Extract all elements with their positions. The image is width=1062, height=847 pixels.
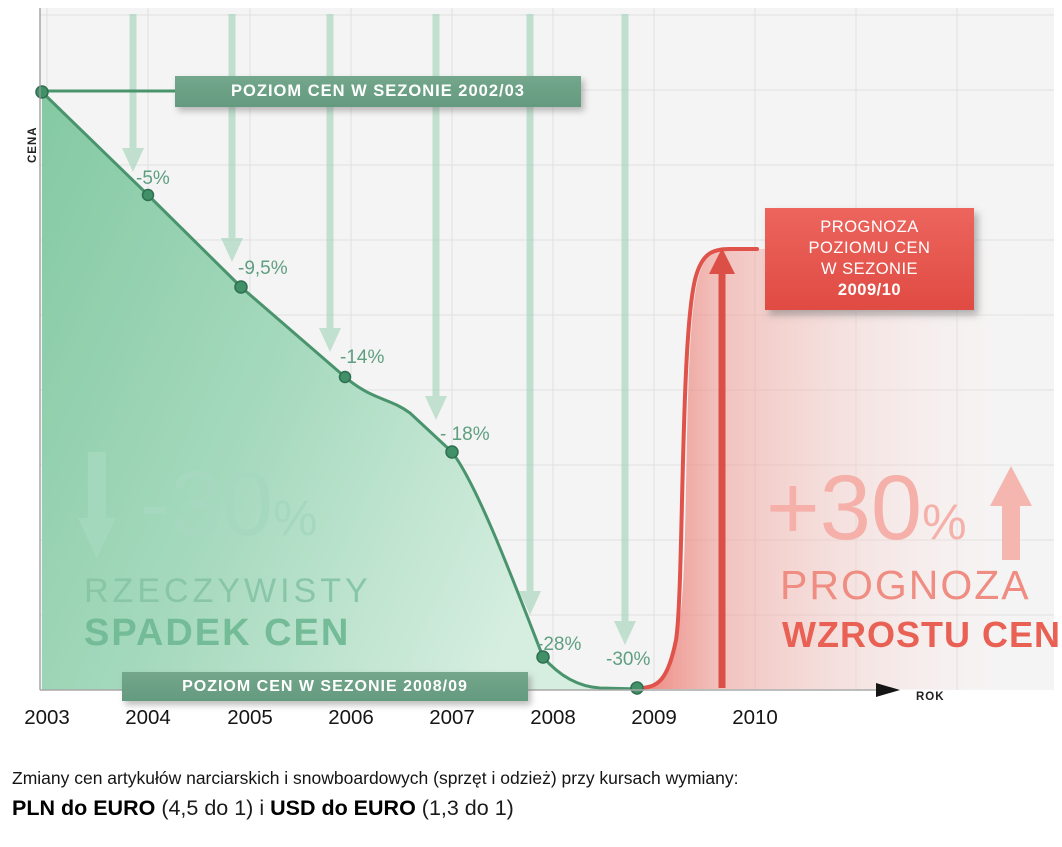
data-point-2005	[234, 280, 248, 294]
price-decline-line	[40, 90, 641, 691]
year-label-2006: 2006	[328, 706, 374, 729]
rise-percent-sign: %	[922, 494, 967, 550]
drop-arrow-2004-icon	[122, 14, 144, 172]
forecast-area	[641, 249, 1045, 689]
footer-usd-euro: USD do EURO	[270, 796, 416, 820]
drop-arrow-2005-icon	[221, 14, 243, 262]
data-point-2007	[445, 445, 459, 459]
big-down-arrow-icon	[78, 452, 116, 558]
year-label-2008: 2008	[530, 706, 576, 729]
footer-caption-line2: PLN do EURO (4,5 do 1) i USD do EURO (1,…	[12, 796, 514, 821]
data-point-2009	[630, 681, 644, 695]
y-axis-title: CENA	[27, 126, 39, 163]
big-up-arrow-icon	[990, 466, 1032, 560]
x-axis-arrow-icon	[876, 683, 900, 697]
forecast-banner-line3: W SEZONIE	[820, 260, 919, 278]
drop-arrow-2007-icon	[425, 14, 447, 420]
year-label-2003: 2003	[24, 706, 70, 729]
forecast-banner-line4: 2009/10	[837, 281, 902, 299]
data-point-2006	[338, 370, 352, 384]
footer-pln-rate: (4,5 do 1) i	[155, 796, 271, 820]
forecast-banner-line1: PROGNOZA	[820, 218, 919, 236]
drop-arrow-2009-icon	[614, 14, 636, 645]
rise-value: +30	[766, 457, 923, 559]
year-label-2010: 2010	[732, 706, 778, 729]
data-point-2008	[536, 650, 550, 664]
drop-arrow-2006-icon	[319, 14, 341, 352]
rise-big-value: +30%	[766, 462, 967, 554]
footer-usd-rate: (1,3 do 1)	[415, 796, 514, 820]
decline-big-value: -30%	[140, 458, 317, 550]
data-points	[35, 85, 644, 695]
year-label-2005: 2005	[227, 706, 273, 729]
price-decline-area	[42, 92, 640, 690]
point-label-2008: -28%	[537, 634, 582, 655]
point-label-2009: -30%	[606, 649, 651, 670]
bottom-banner: POZIOM CEN W SEZONIE 2008/09	[122, 672, 528, 701]
year-label-2007: 2007	[429, 706, 475, 729]
drop-arrows	[122, 14, 636, 645]
footer-caption-line1: Zmiany cen artykułów narciarskich i snow…	[12, 768, 739, 788]
rise-caption-line2: WZROSTU CEN	[782, 614, 1061, 655]
decline-percent-sign: %	[272, 490, 318, 546]
top-banner: POZIOM CEN W SEZONIE 2002/03	[175, 76, 581, 107]
forecast-banner: PROGNOZA POZIOMU CEN W SEZONIE 2009/10	[765, 208, 974, 310]
year-label-2004: 2004	[125, 706, 171, 729]
point-label-2004: -5%	[136, 168, 170, 189]
point-label-2005: -9,5%	[238, 258, 288, 279]
chart-canvas	[35, 8, 1054, 697]
forecast-banner-line2: POZIOMU CEN	[808, 239, 931, 257]
data-point-2003	[35, 85, 49, 99]
data-point-2004	[141, 188, 155, 202]
decline-caption-line2: SPADEK CEN	[84, 612, 351, 654]
rise-caption-line1: PROGNOZA	[780, 562, 1031, 608]
footer-pln-euro: PLN do EURO	[12, 796, 156, 820]
year-label-2009: 2009	[631, 706, 677, 729]
decline-caption-line1: RZECZYWISTY	[84, 572, 372, 610]
forecast-line	[639, 247, 759, 690]
point-label-2006: -14%	[340, 347, 385, 368]
x-axis-title: ROK	[916, 691, 945, 703]
forecast-rise-arrow-icon	[709, 248, 735, 688]
drop-arrow-2008-icon	[519, 14, 541, 615]
decline-value: -30	[140, 453, 273, 555]
point-label-2007: - 18%	[440, 424, 490, 445]
